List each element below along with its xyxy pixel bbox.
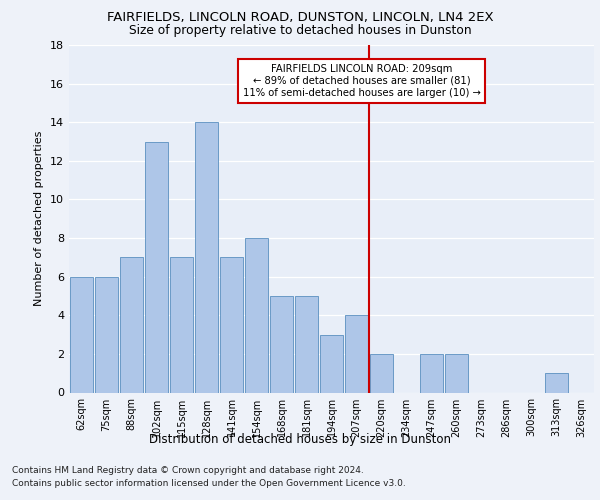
Bar [170, 258, 193, 392]
Bar [370, 354, 393, 393]
Text: FAIRFIELDS LINCOLN ROAD: 209sqm
← 89% of detached houses are smaller (81)
11% of: FAIRFIELDS LINCOLN ROAD: 209sqm ← 89% of… [242, 64, 481, 98]
Bar [70, 276, 93, 392]
Text: Contains public sector information licensed under the Open Government Licence v3: Contains public sector information licen… [12, 479, 406, 488]
Bar [270, 296, 293, 392]
Bar [545, 373, 568, 392]
Bar [295, 296, 318, 392]
Y-axis label: Number of detached properties: Number of detached properties [34, 131, 44, 306]
Bar [195, 122, 218, 392]
Text: Size of property relative to detached houses in Dunston: Size of property relative to detached ho… [128, 24, 472, 37]
Bar [245, 238, 268, 392]
Text: Contains HM Land Registry data © Crown copyright and database right 2024.: Contains HM Land Registry data © Crown c… [12, 466, 364, 475]
Text: Distribution of detached houses by size in Dunston: Distribution of detached houses by size … [149, 432, 451, 446]
Bar [120, 258, 143, 392]
Bar [345, 316, 368, 392]
Bar [320, 334, 343, 392]
Bar [420, 354, 443, 393]
Bar [95, 276, 118, 392]
Bar [145, 142, 168, 392]
Bar [220, 258, 243, 392]
Bar [445, 354, 468, 393]
Text: FAIRFIELDS, LINCOLN ROAD, DUNSTON, LINCOLN, LN4 2EX: FAIRFIELDS, LINCOLN ROAD, DUNSTON, LINCO… [107, 11, 493, 24]
